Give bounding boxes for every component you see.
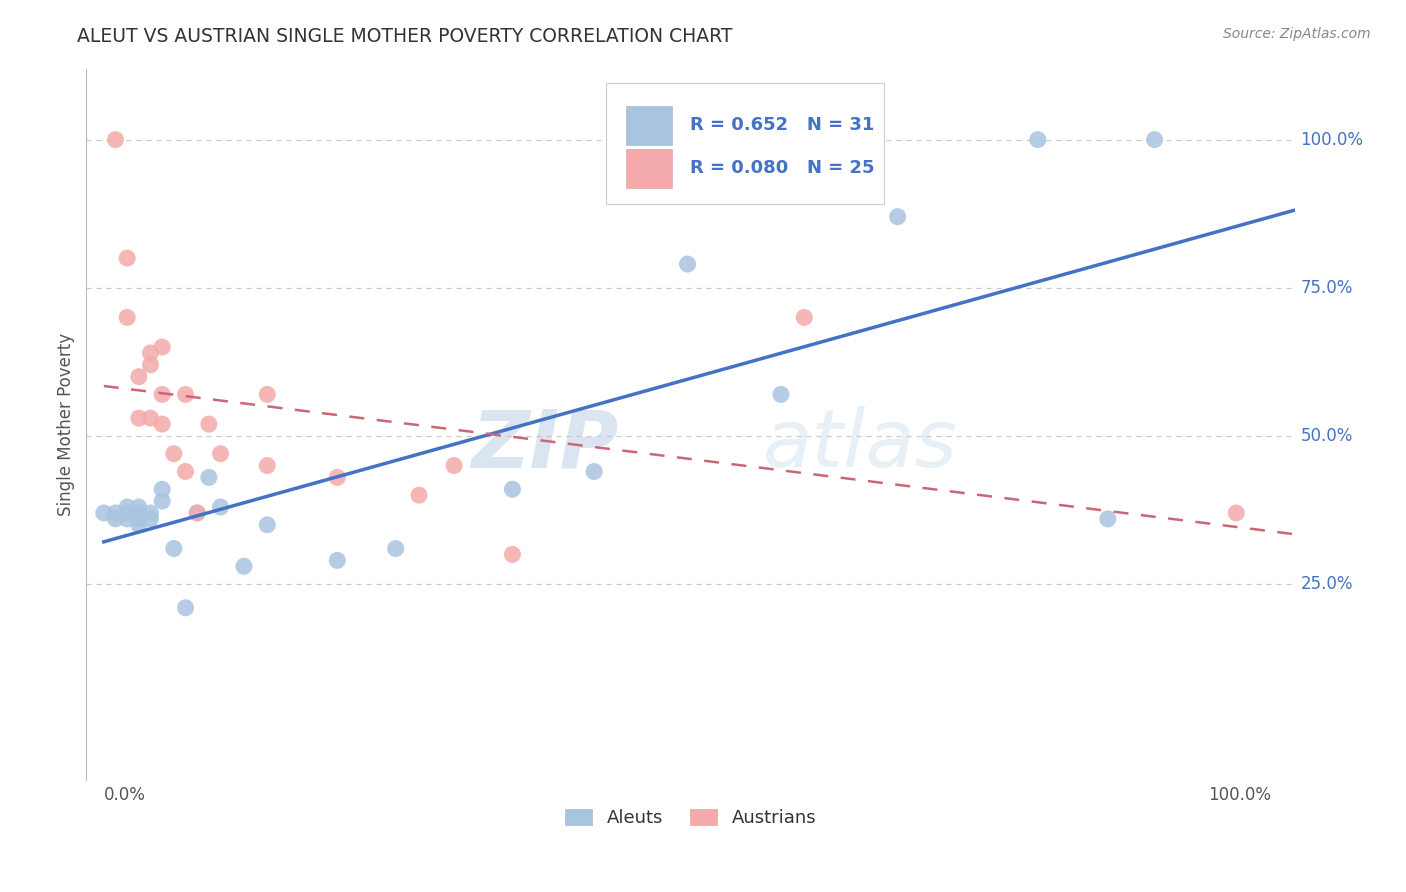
Point <box>139 411 162 425</box>
Point <box>150 417 173 431</box>
Text: 50.0%: 50.0% <box>1301 427 1353 445</box>
Legend: Aleuts, Austrians: Aleuts, Austrians <box>558 802 824 835</box>
Point <box>128 517 150 532</box>
Point <box>115 506 138 520</box>
Text: ALEUT VS AUSTRIAN SINGLE MOTHER POVERTY CORRELATION CHART: ALEUT VS AUSTRIAN SINGLE MOTHER POVERTY … <box>77 27 733 45</box>
Point <box>128 411 150 425</box>
Point <box>408 488 430 502</box>
Text: 0.0%: 0.0% <box>104 786 146 804</box>
Text: R = 0.652   N = 31: R = 0.652 N = 31 <box>690 117 875 135</box>
Point <box>128 500 150 514</box>
Point <box>209 447 232 461</box>
Point <box>139 346 162 360</box>
Point <box>139 358 162 372</box>
Text: 25.0%: 25.0% <box>1301 575 1353 593</box>
Point <box>501 482 523 496</box>
Text: R = 0.080   N = 25: R = 0.080 N = 25 <box>690 159 875 178</box>
Point <box>93 506 115 520</box>
Point <box>139 506 162 520</box>
Y-axis label: Single Mother Poverty: Single Mother Poverty <box>58 333 75 516</box>
Point <box>198 470 221 484</box>
Point <box>1026 133 1049 147</box>
Point <box>163 541 186 556</box>
Point <box>326 470 349 484</box>
Point <box>186 506 208 520</box>
Point <box>128 512 150 526</box>
Text: 75.0%: 75.0% <box>1301 279 1353 297</box>
Point <box>115 500 138 514</box>
Point <box>128 369 150 384</box>
Point <box>209 500 232 514</box>
Point <box>1097 512 1119 526</box>
Point <box>115 310 138 325</box>
Point <box>150 482 173 496</box>
Point <box>793 310 815 325</box>
Text: 100.0%: 100.0% <box>1208 786 1271 804</box>
Point <box>150 340 173 354</box>
Point <box>174 600 197 615</box>
Text: Source: ZipAtlas.com: Source: ZipAtlas.com <box>1223 27 1371 41</box>
Point <box>886 210 908 224</box>
Point <box>1225 506 1247 520</box>
Point <box>186 506 208 520</box>
Point <box>104 133 127 147</box>
Point <box>1143 133 1166 147</box>
Point <box>139 512 162 526</box>
Point <box>104 506 127 520</box>
Point <box>163 447 186 461</box>
Point <box>232 559 254 574</box>
Point <box>104 512 127 526</box>
Point <box>256 458 278 473</box>
Point <box>501 548 523 562</box>
Point <box>326 553 349 567</box>
Point <box>115 251 138 265</box>
Point <box>128 506 150 520</box>
Text: atlas: atlas <box>763 407 957 484</box>
Point <box>150 387 173 401</box>
Text: ZIP: ZIP <box>471 407 619 484</box>
Point <box>256 517 278 532</box>
Point <box>443 458 465 473</box>
FancyBboxPatch shape <box>606 83 884 203</box>
Point <box>198 417 221 431</box>
Point <box>676 257 699 271</box>
Point <box>384 541 406 556</box>
Point <box>256 387 278 401</box>
FancyBboxPatch shape <box>627 148 672 187</box>
Point <box>174 387 197 401</box>
Text: 100.0%: 100.0% <box>1301 130 1364 149</box>
FancyBboxPatch shape <box>627 106 672 145</box>
Point <box>769 387 792 401</box>
Point <box>115 512 138 526</box>
Point <box>174 465 197 479</box>
Point <box>150 494 173 508</box>
Point <box>583 465 606 479</box>
